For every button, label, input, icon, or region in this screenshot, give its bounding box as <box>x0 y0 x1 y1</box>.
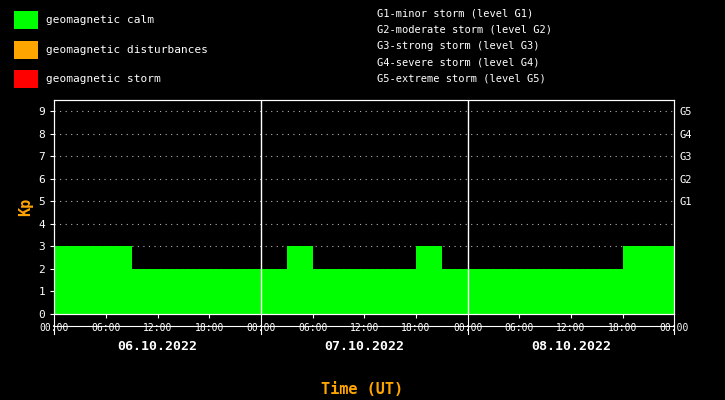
Bar <box>468 269 494 314</box>
Text: G3-strong storm (level G3): G3-strong storm (level G3) <box>377 41 539 51</box>
Y-axis label: Kp: Kp <box>18 198 33 216</box>
Bar <box>14 70 38 88</box>
Text: 08.10.2022: 08.10.2022 <box>531 340 611 352</box>
Bar <box>132 269 157 314</box>
Bar <box>545 269 571 314</box>
Text: Time (UT): Time (UT) <box>321 382 404 398</box>
Bar <box>390 269 416 314</box>
Bar <box>14 12 38 29</box>
Bar <box>416 246 442 314</box>
Bar <box>287 246 312 314</box>
Bar <box>597 269 623 314</box>
Bar <box>339 269 364 314</box>
Bar <box>519 269 545 314</box>
Bar <box>157 269 183 314</box>
Bar <box>623 246 648 314</box>
Text: 06.10.2022: 06.10.2022 <box>117 340 198 352</box>
Text: G5-extreme storm (level G5): G5-extreme storm (level G5) <box>377 74 545 84</box>
Text: G1-minor storm (level G1): G1-minor storm (level G1) <box>377 8 533 18</box>
Bar <box>364 269 390 314</box>
Text: G4-severe storm (level G4): G4-severe storm (level G4) <box>377 57 539 67</box>
Bar <box>183 269 210 314</box>
Text: G2-moderate storm (level G2): G2-moderate storm (level G2) <box>377 24 552 34</box>
Bar <box>494 269 519 314</box>
Bar <box>261 269 287 314</box>
Bar <box>648 246 674 314</box>
Bar <box>54 246 80 314</box>
Text: 07.10.2022: 07.10.2022 <box>324 340 405 352</box>
Text: geomagnetic disturbances: geomagnetic disturbances <box>46 45 208 55</box>
Text: geomagnetic calm: geomagnetic calm <box>46 16 154 26</box>
Bar <box>312 269 339 314</box>
Bar <box>14 41 38 58</box>
Text: geomagnetic storm: geomagnetic storm <box>46 74 161 84</box>
Bar <box>571 269 597 314</box>
Bar <box>235 269 261 314</box>
Bar <box>80 246 106 314</box>
Bar <box>106 246 132 314</box>
Bar <box>210 269 235 314</box>
Bar <box>442 269 468 314</box>
